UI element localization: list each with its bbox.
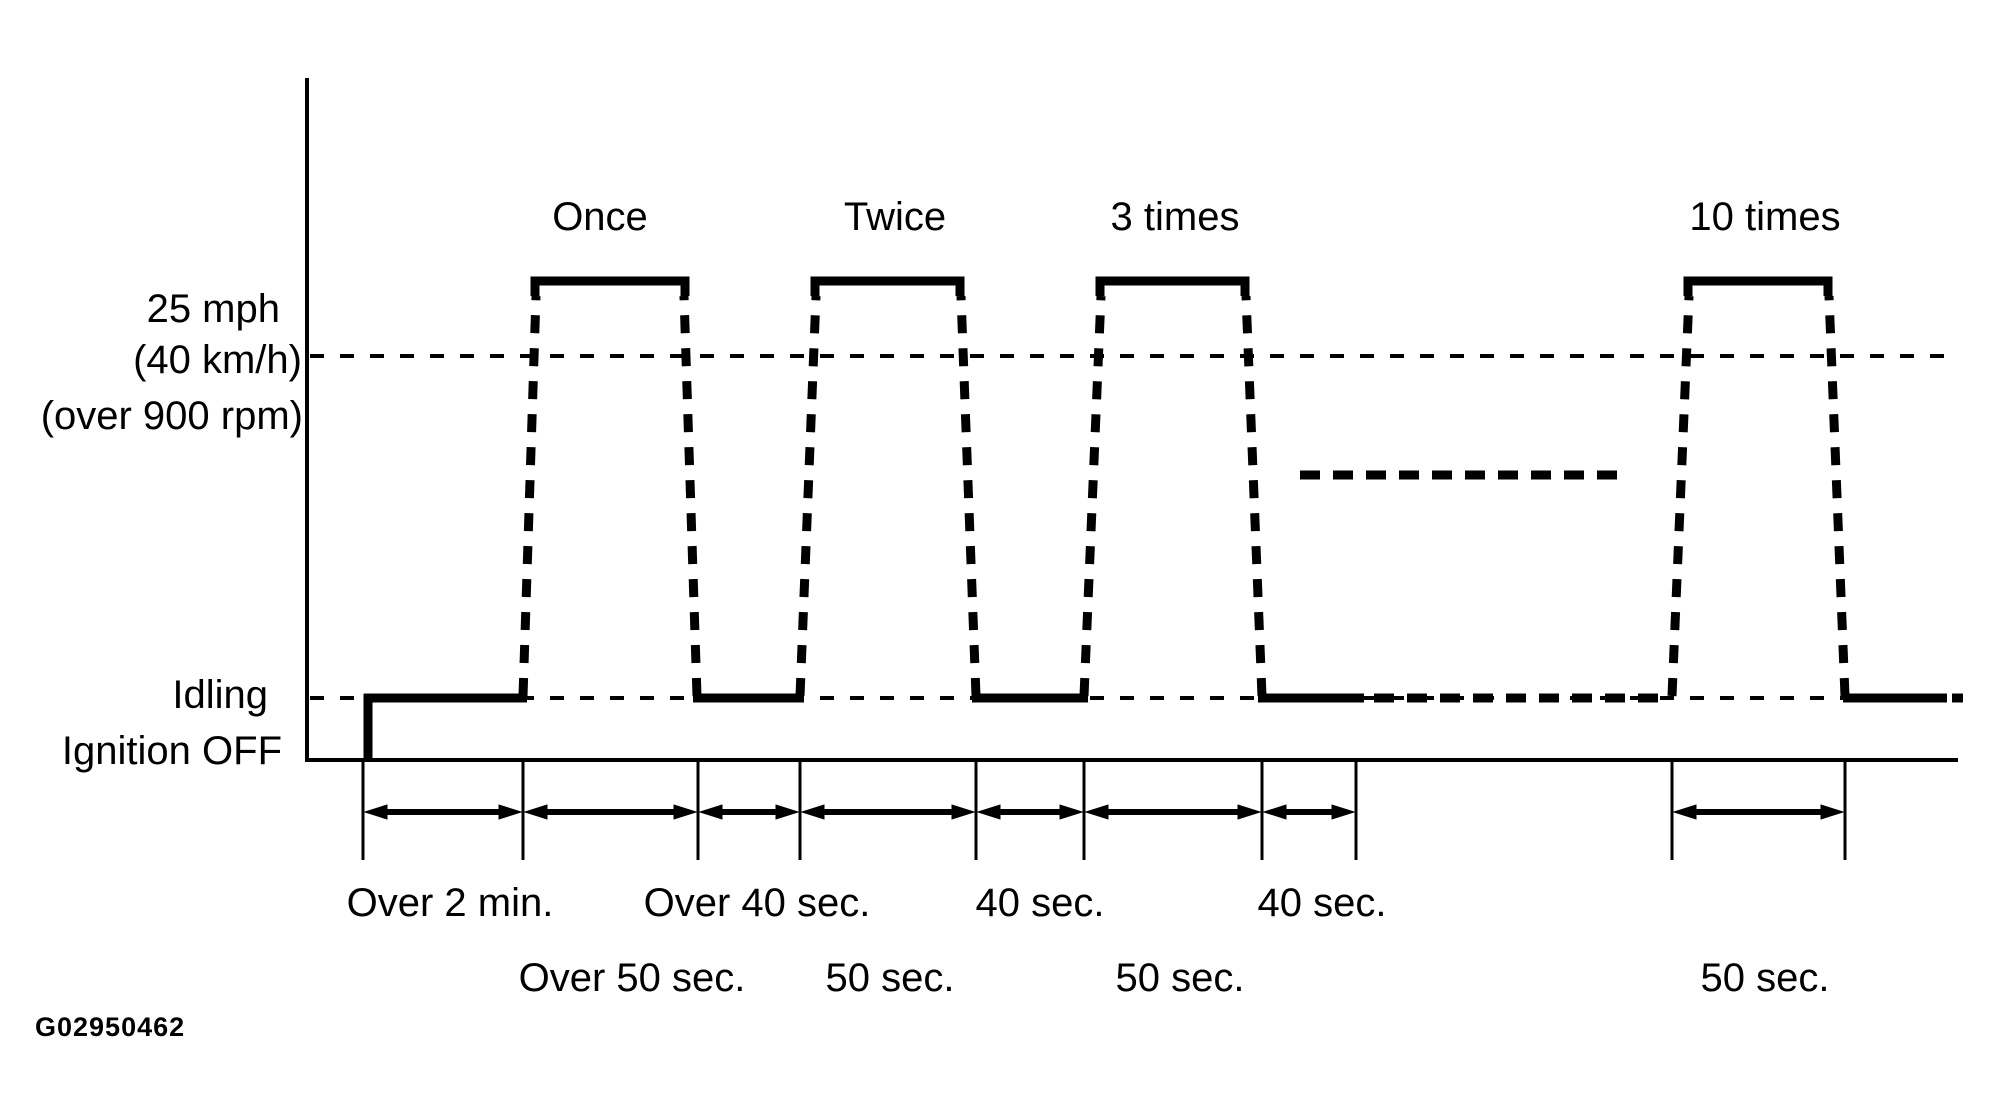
figure-code: G02950462	[35, 1012, 186, 1042]
arrow-over-2-min	[363, 804, 523, 820]
speed-threshold-label-kmh: (40 km/h)	[133, 338, 302, 382]
arrow-over-40-sec	[698, 804, 800, 820]
gap-label-over-40-sec: Over 40 sec.	[643, 881, 871, 925]
pulse-edges	[518, 295, 1850, 697]
pulse-once-rise	[518, 295, 541, 697]
pulse-twice-rise	[795, 295, 821, 697]
pulse-10times-top	[1683, 276, 1833, 296]
gap-label-40-sec-1: 40 sec.	[975, 881, 1105, 925]
pulse-3times-rise	[1079, 295, 1106, 697]
pulse-label-10-times: 10 times	[1689, 195, 1841, 239]
pulse-label-once: Once	[552, 195, 648, 239]
arrow-50-sec-2	[1084, 804, 1262, 820]
pulse-label-3-times: 3 times	[1110, 195, 1240, 239]
speed-threshold-label-rpm: (over 900 rpm)	[40, 394, 303, 438]
pulse-twice-top	[810, 276, 965, 296]
arrow-50-sec-3	[1672, 804, 1845, 820]
pulse-label-twice: Twice	[843, 195, 947, 239]
duration-label-over-50-sec: Over 50 sec.	[518, 956, 746, 1000]
gap-label-40-sec-2: 40 sec.	[1257, 881, 1387, 925]
arrow-40-sec-2	[1262, 804, 1356, 820]
pulse-10times-fall	[1824, 295, 1850, 697]
pulse-10times-rise	[1667, 295, 1694, 697]
idling-label: Idling	[172, 673, 268, 717]
duration-label-50-sec-1: 50 sec.	[825, 956, 955, 1000]
pulse-once-top	[530, 276, 690, 296]
interval-arrows	[363, 804, 1845, 820]
duration-label-50-sec-3: 50 sec.	[1700, 956, 1830, 1000]
tick-marks	[361, 760, 1847, 860]
pulse-3times-top	[1095, 276, 1250, 296]
pulse-twice-fall	[956, 295, 981, 697]
duration-label-50-sec-2: 50 sec.	[1115, 956, 1245, 1000]
gap-label-over-2-min: Over 2 min.	[346, 881, 554, 925]
pulse-tops	[530, 276, 1833, 296]
arrow-40-sec-1	[976, 804, 1084, 820]
arrow-50-sec-1	[800, 804, 976, 820]
speed-threshold-label-mph: 25 mph	[146, 287, 280, 331]
pulse-once-fall	[679, 295, 702, 697]
ignition-off-label: Ignition OFF	[61, 729, 282, 773]
arrow-over-50-sec	[523, 804, 698, 820]
pulse-3times-fall	[1241, 295, 1267, 697]
signal-solid-segments	[363, 693, 1963, 762]
